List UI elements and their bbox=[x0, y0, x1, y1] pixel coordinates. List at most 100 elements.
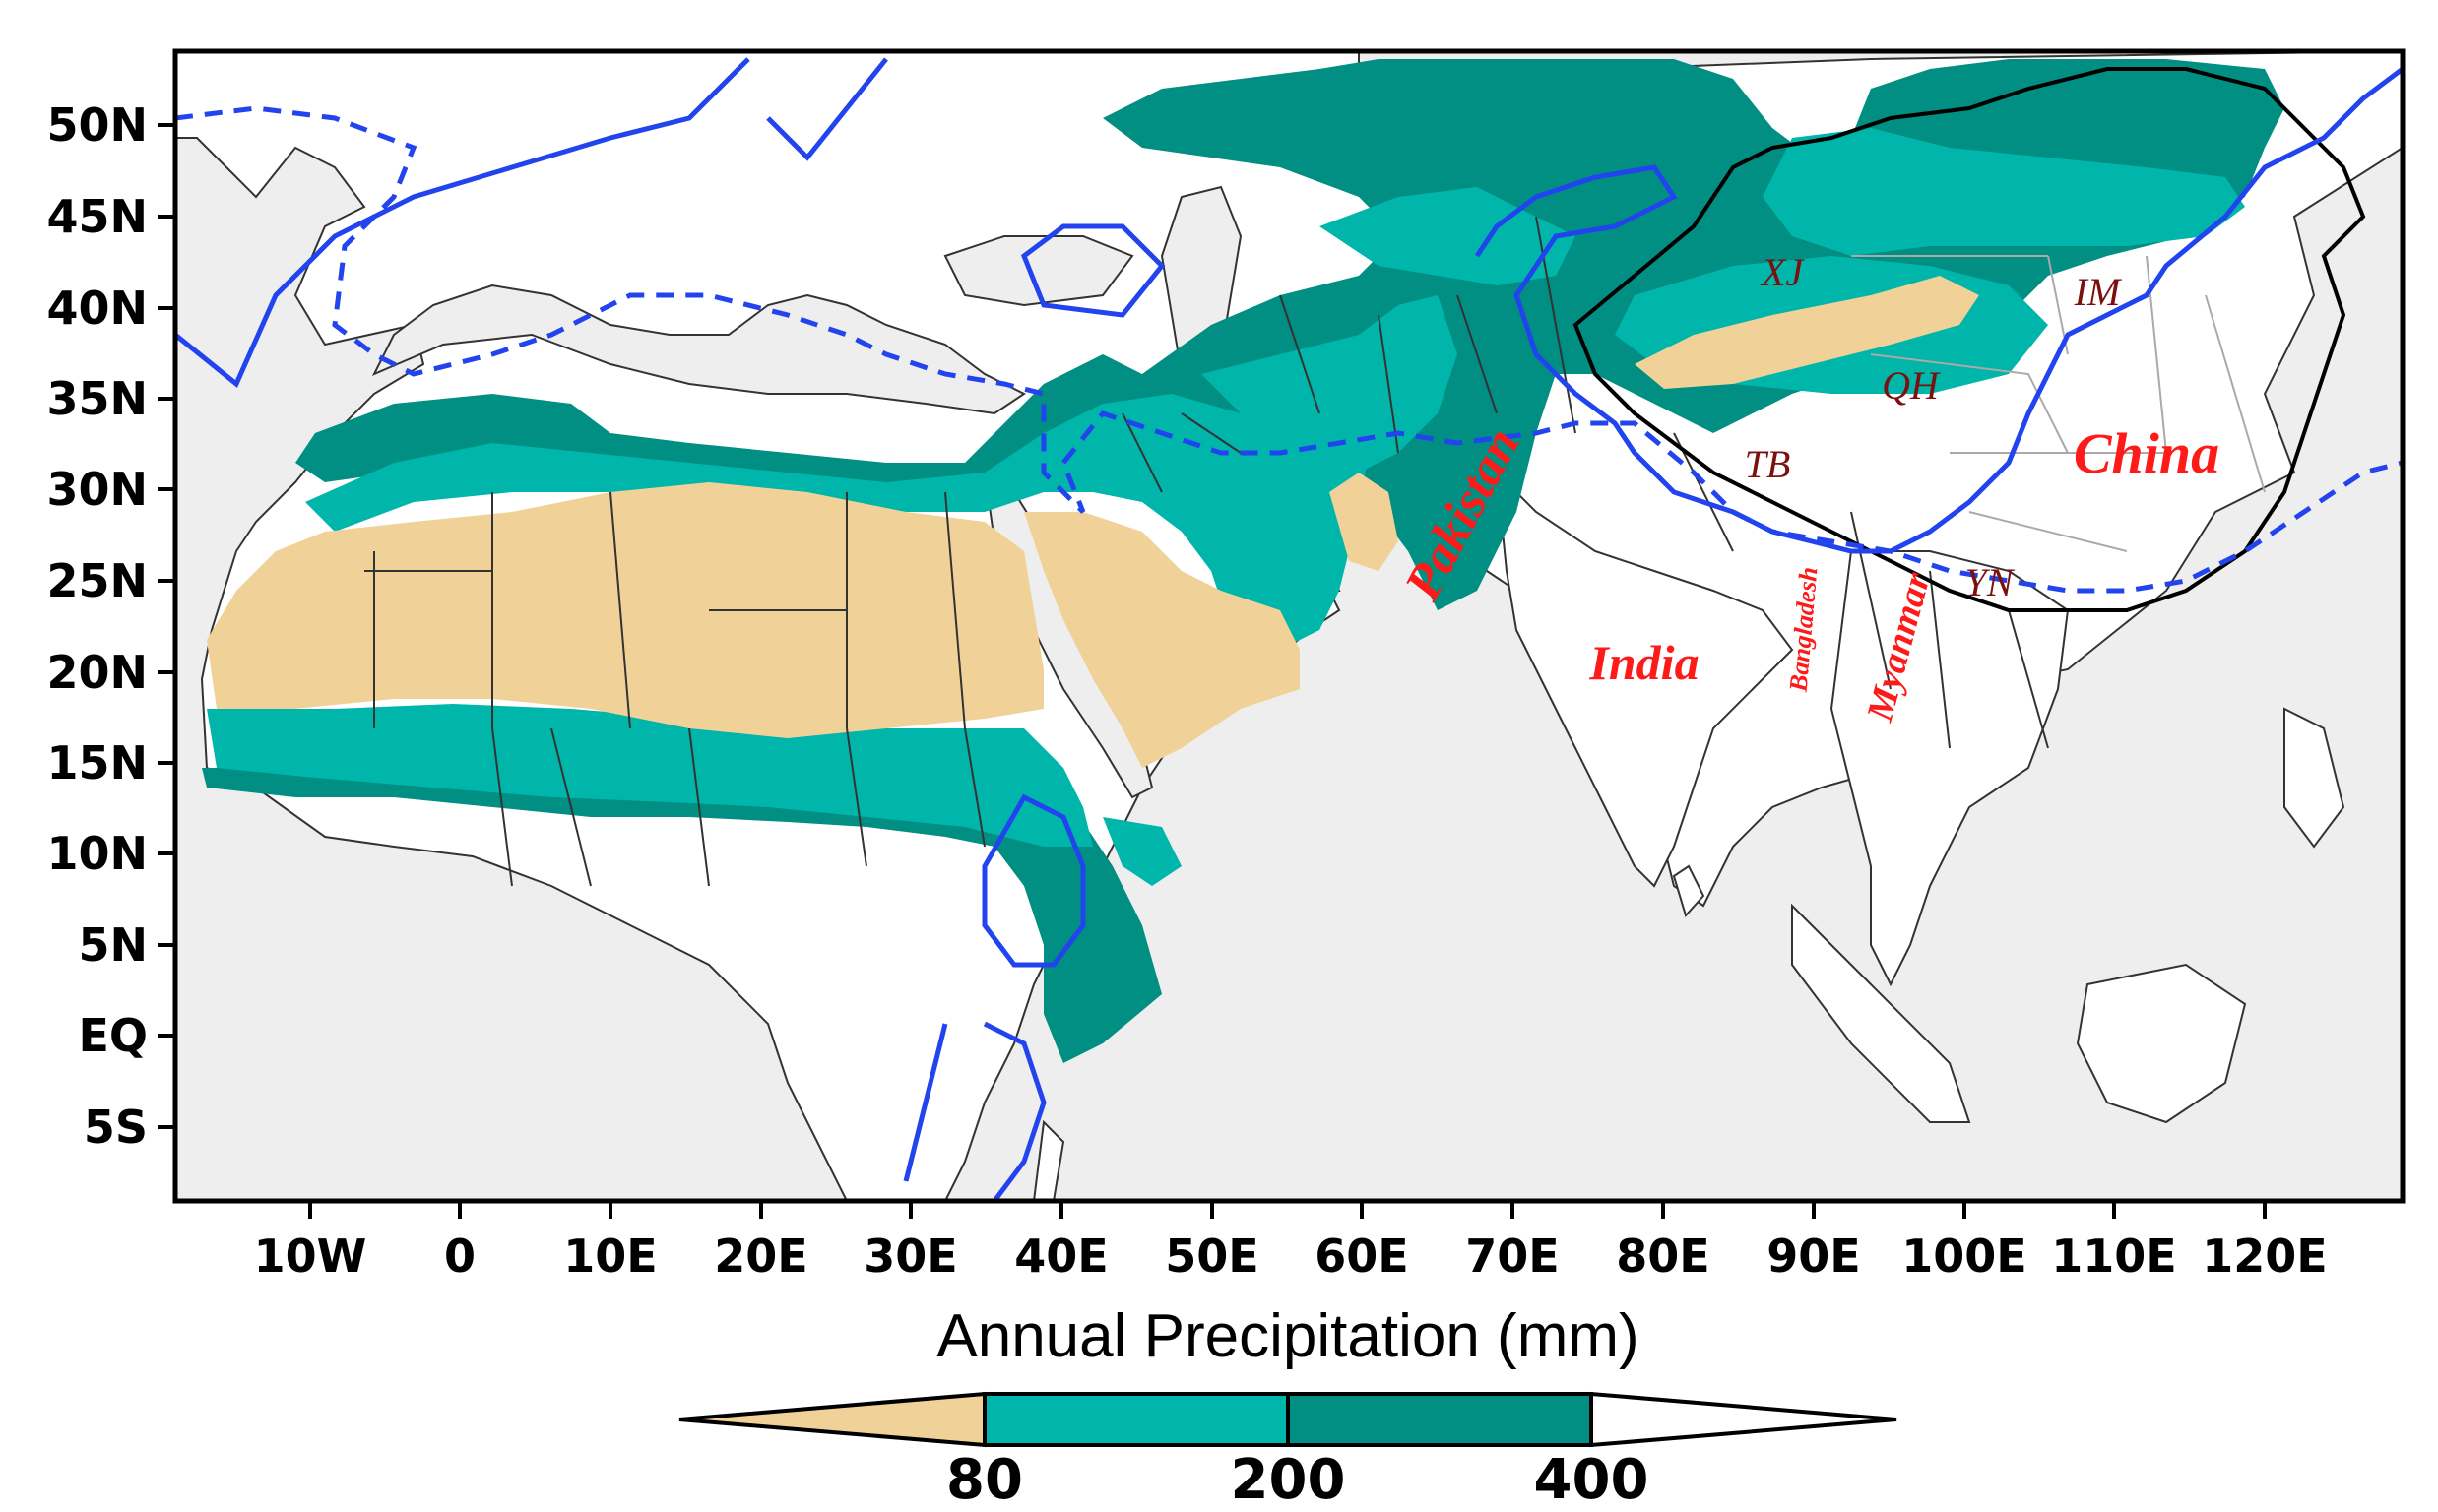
y-tick: 30N bbox=[46, 463, 175, 516]
colorbar-label-200: 200 bbox=[1231, 1448, 1346, 1512]
y-tick-label: 20N bbox=[46, 646, 148, 699]
border-lines-asia bbox=[1122, 216, 2049, 749]
x-tick: 30E bbox=[864, 1201, 958, 1283]
band-80-200-china-north bbox=[1763, 128, 2245, 256]
inland-seas bbox=[371, 185, 1341, 799]
landmass-sri-lanka bbox=[1672, 864, 1705, 917]
band-80-200-north bbox=[305, 394, 1369, 650]
x-tick: 50E bbox=[1165, 1201, 1259, 1283]
y-tick: 50N bbox=[46, 98, 175, 152]
border-lines-africa bbox=[364, 491, 986, 887]
x-tick: 10W bbox=[254, 1201, 366, 1283]
y-tick: 5S bbox=[84, 1101, 175, 1154]
band-80-200-central-asia bbox=[1319, 187, 1575, 285]
map-caption: Annual Precipitation (mm) bbox=[936, 1302, 1638, 1370]
contour-dashed bbox=[174, 105, 2404, 594]
landmass-sumatra bbox=[1791, 903, 1971, 1123]
y-tick: 25N bbox=[46, 554, 175, 607]
label-china: China bbox=[2074, 421, 2219, 485]
y-tick-label: 5N bbox=[78, 918, 148, 972]
band-80-200-sahel bbox=[207, 704, 1093, 847]
y-tick: 10N bbox=[46, 827, 175, 880]
x-tick: 40E bbox=[1014, 1201, 1109, 1283]
x-tick: 10E bbox=[563, 1201, 658, 1283]
x-tick-label: 90E bbox=[1766, 1229, 1860, 1283]
label-region-tb: TB bbox=[1745, 442, 1791, 486]
province-lines bbox=[1851, 255, 2266, 552]
y-tick-label: EQ bbox=[78, 1009, 148, 1062]
x-tick-label: 60E bbox=[1315, 1229, 1408, 1283]
band-200-400-sahel bbox=[202, 758, 1162, 1063]
y-tick: 45N bbox=[46, 190, 175, 243]
x-tick-label: 30E bbox=[864, 1229, 957, 1283]
y-tick-label: 35N bbox=[46, 372, 148, 425]
y-tick-label: 10N bbox=[46, 827, 148, 880]
precip-contours bbox=[173, 57, 2405, 1203]
contour-solid-east-africa bbox=[903, 793, 1086, 1203]
x-tick: 70E bbox=[1465, 1201, 1560, 1283]
y-tick-label: 15N bbox=[46, 736, 148, 789]
arid-arabia bbox=[1024, 512, 1300, 768]
black-sea bbox=[943, 235, 1134, 307]
landmass-india bbox=[1495, 470, 1794, 888]
china-province-lines bbox=[1851, 255, 2266, 552]
y-tick: 5N bbox=[78, 918, 175, 972]
x-tick-label: 0 bbox=[444, 1229, 476, 1283]
landmass-philippines bbox=[2283, 707, 2345, 849]
x-tick-label: 100E bbox=[1901, 1229, 2026, 1283]
colorbar-bin-lt80 bbox=[678, 1391, 987, 1448]
colorbar bbox=[678, 1391, 1897, 1448]
y-tick: 15N bbox=[46, 736, 175, 789]
x-tick-label: 70E bbox=[1465, 1229, 1559, 1283]
colorbar-label-80: 80 bbox=[946, 1448, 1023, 1512]
y-tick-label: 25N bbox=[46, 554, 148, 607]
x-tick-label: 120E bbox=[2202, 1229, 2327, 1283]
y-tick: 35N bbox=[46, 372, 175, 425]
arid-sahara bbox=[207, 482, 1044, 738]
x-tick: 90E bbox=[1766, 1201, 1861, 1283]
x-tick: 120E bbox=[2202, 1201, 2328, 1283]
y-tick-label: 30N bbox=[46, 463, 148, 516]
x-tick: 0 bbox=[444, 1201, 476, 1283]
landmass-borneo bbox=[2076, 963, 2247, 1124]
x-tick: 110E bbox=[2051, 1201, 2177, 1283]
x-tick-label: 20E bbox=[714, 1229, 807, 1283]
y-tick-label: 50N bbox=[46, 98, 148, 152]
band-80-200-iran bbox=[1201, 295, 1457, 472]
x-tick: 20E bbox=[714, 1201, 808, 1283]
china-border bbox=[1572, 67, 2366, 612]
colorbar-bin-80-200 bbox=[983, 1392, 1290, 1447]
x-tick-label: 10E bbox=[563, 1229, 657, 1283]
contour-solid-north bbox=[173, 57, 2405, 554]
country-borders bbox=[364, 216, 2049, 887]
x-tick-label: 110E bbox=[2051, 1229, 2176, 1283]
y-tick-label: 40N bbox=[46, 282, 148, 335]
colorbar-label-400: 400 bbox=[1534, 1448, 1649, 1512]
x-tick: 100E bbox=[1901, 1201, 2027, 1283]
band-80-200-horn bbox=[1103, 817, 1182, 886]
colorbar-bin-200-400 bbox=[1286, 1392, 1593, 1447]
label-region-xj: XJ bbox=[1760, 250, 1805, 294]
precip-lt80-band bbox=[207, 276, 1979, 768]
x-tick-label: 50E bbox=[1165, 1229, 1258, 1283]
colorbar-bin-gt400 bbox=[1589, 1391, 1897, 1448]
x-tick-label: 80E bbox=[1616, 1229, 1709, 1283]
y-axis: 50N 45N 40N 35N 30N 25N 20N 15N bbox=[46, 98, 175, 1154]
label-region-qh: QH bbox=[1882, 363, 1941, 408]
x-tick: 80E bbox=[1616, 1201, 1710, 1283]
y-tick: 20N bbox=[46, 646, 175, 699]
y-tick: 40N bbox=[46, 282, 175, 335]
map-frame bbox=[172, 48, 2406, 1204]
y-tick-label: 45N bbox=[46, 190, 148, 243]
x-tick-label: 40E bbox=[1014, 1229, 1108, 1283]
mediterranean-sea bbox=[371, 284, 1026, 415]
y-tick: EQ bbox=[78, 1009, 175, 1062]
arid-iran bbox=[1329, 472, 1398, 571]
label-india: India bbox=[1588, 635, 1699, 690]
arid-taklimakan bbox=[1635, 276, 1979, 389]
label-region-im: IM bbox=[2074, 270, 2123, 314]
x-tick: 60E bbox=[1315, 1201, 1409, 1283]
label-region-yn: YN bbox=[1965, 560, 2016, 604]
x-axis: 10W 0 10E 20E 30E 40E 50E 60E 70E 80E 90… bbox=[254, 1201, 2328, 1283]
